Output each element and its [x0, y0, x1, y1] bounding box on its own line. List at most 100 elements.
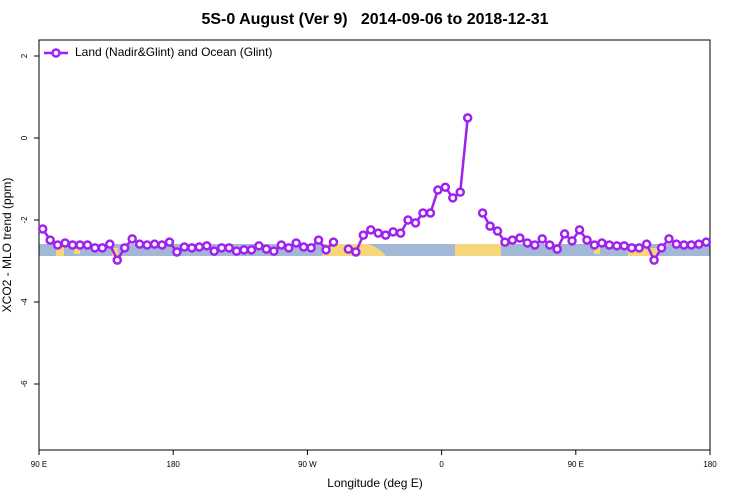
data-point — [269, 246, 279, 256]
data-point — [403, 215, 413, 225]
data-point — [306, 243, 316, 253]
data-point — [448, 193, 458, 203]
data-point — [313, 235, 324, 245]
data-point — [701, 237, 712, 247]
land-patch — [455, 244, 501, 256]
y-tick-label: -4 — [20, 298, 29, 306]
data-point — [388, 227, 398, 237]
x-tick-label: 90 E — [31, 460, 47, 469]
data-point — [574, 225, 585, 235]
data-point — [537, 234, 547, 244]
data-point — [500, 237, 510, 247]
data-point — [276, 240, 287, 250]
data-point — [351, 247, 361, 257]
data-point — [373, 228, 383, 238]
y-tick-label: -2 — [20, 216, 29, 224]
data-point — [187, 243, 197, 253]
data-point — [433, 185, 443, 195]
data-point — [515, 233, 525, 243]
data-point — [254, 241, 264, 251]
y-axis-label: XCO2 - MLO trend (ppm) — [0, 178, 14, 313]
data-point — [231, 246, 242, 256]
y-tick-label: 0 — [20, 135, 29, 140]
data-point — [634, 243, 644, 253]
data-point — [686, 240, 697, 250]
data-point — [216, 243, 227, 253]
data-point — [440, 182, 451, 192]
data-point — [358, 230, 369, 240]
data-point — [671, 239, 682, 249]
data-point — [582, 235, 592, 245]
x-tick-label: 180 — [167, 460, 181, 469]
data-point — [694, 239, 704, 249]
data-point — [239, 245, 249, 255]
data-point — [119, 243, 130, 253]
data-point — [90, 243, 100, 253]
data-point — [261, 244, 272, 254]
data-point — [641, 239, 652, 249]
data-point — [45, 235, 55, 245]
data-point — [82, 240, 93, 250]
data-point — [552, 244, 562, 254]
data-point — [164, 237, 175, 247]
data-point — [559, 229, 570, 239]
data-point — [75, 240, 85, 250]
data-point — [343, 244, 354, 254]
data-point — [380, 230, 391, 240]
land-patch — [112, 248, 118, 256]
data-point — [209, 246, 219, 256]
data-point — [60, 238, 70, 248]
data-point — [477, 208, 488, 218]
chart-title: 5S-0 August (Ver 9) 2014-09-06 to 2018-1… — [201, 11, 548, 28]
data-point — [619, 241, 630, 251]
data-point — [410, 218, 421, 228]
data-point — [612, 241, 622, 251]
data-point — [37, 224, 48, 234]
data-point — [507, 235, 518, 245]
data-point — [52, 240, 63, 250]
data-point — [224, 243, 234, 253]
x-axis-label: Longitude (deg E) — [327, 476, 422, 490]
land-patch — [628, 248, 658, 256]
data-point — [366, 225, 376, 235]
data-point — [418, 208, 428, 218]
data-point — [597, 238, 607, 248]
x-tick-label: 0 — [439, 460, 444, 469]
data-point — [112, 255, 123, 265]
data-point — [455, 187, 465, 197]
data-point — [321, 245, 331, 255]
data-point — [284, 243, 294, 253]
legend-label: Land (Nadir&Glint) and Ocean (Glint) — [75, 45, 272, 59]
data-point — [105, 239, 115, 249]
x-tick-label: 180 — [703, 460, 717, 469]
data-point — [492, 226, 503, 236]
data-point — [544, 240, 555, 250]
data-point — [67, 240, 78, 250]
data-point — [626, 243, 637, 253]
data-point — [567, 236, 577, 246]
data-point — [589, 240, 600, 250]
data-point — [202, 241, 212, 251]
data-point — [462, 113, 473, 123]
data-point — [485, 221, 495, 231]
data-point — [298, 242, 309, 252]
y-tick-label: -6 — [20, 380, 29, 388]
data-point — [291, 238, 301, 248]
data-point — [172, 247, 182, 257]
data-point — [134, 239, 145, 249]
data-point — [97, 243, 108, 253]
data-point — [127, 234, 137, 244]
x-tick-label: 90 E — [568, 460, 584, 469]
data-point — [395, 228, 406, 238]
data-point — [157, 240, 167, 250]
legend-marker — [51, 48, 61, 58]
data-point — [649, 255, 659, 265]
data-point — [664, 234, 674, 244]
data-point — [679, 240, 689, 250]
data-point — [328, 237, 339, 247]
data-point — [604, 240, 615, 250]
land-patch — [594, 246, 600, 254]
data-point — [142, 240, 152, 250]
data-point — [425, 208, 436, 218]
